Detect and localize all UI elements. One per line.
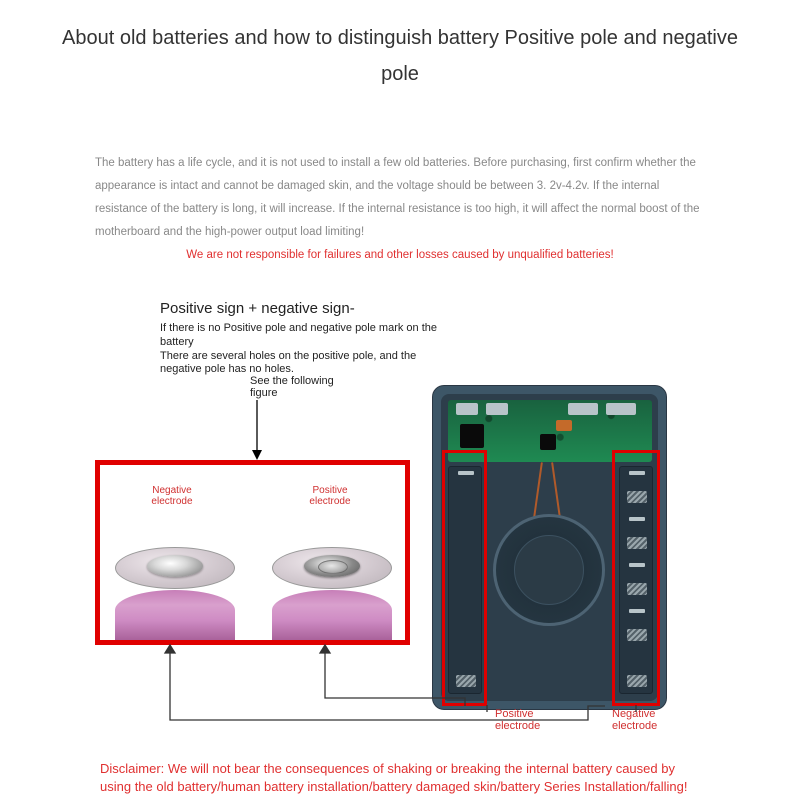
page-title: About old batteries and how to distingui…	[0, 0, 800, 92]
intro-paragraph: The battery has a life cycle, and it is …	[0, 92, 800, 267]
diagram-area: Positive sign + negative sign- If there …	[0, 300, 800, 800]
disclaimer-text: Disclaimer: We will not bear the consequ…	[100, 760, 700, 795]
intro-body: The battery has a life cycle, and it is …	[95, 157, 699, 238]
intro-warning: We are not responsible for failures and …	[95, 244, 705, 267]
connector-drop-neg	[0, 300, 800, 800]
